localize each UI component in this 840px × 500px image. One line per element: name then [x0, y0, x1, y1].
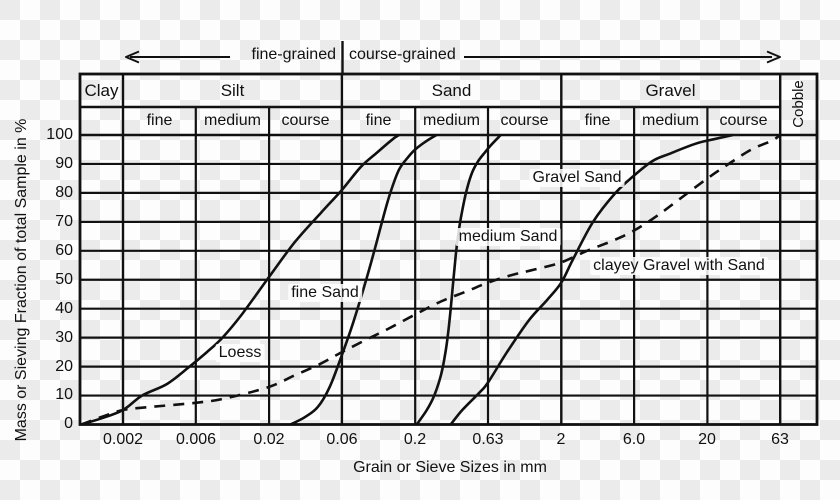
curve-label-loess: Loess: [215, 344, 265, 362]
y-tick-20: 20: [55, 358, 73, 375]
curve-label-medium-sand: medium Sand: [455, 228, 561, 246]
x-tick-6: 6.0: [622, 431, 646, 448]
y-tick-10: 10: [55, 386, 73, 403]
x-tick-063: 0.63: [472, 431, 504, 448]
y-tick-80: 80: [55, 184, 73, 201]
header-cell-sand: Sand: [431, 80, 472, 100]
x-tick-0006: 0.006: [175, 431, 217, 448]
curve-label-gravel-sand: Gravel Sand: [529, 169, 625, 187]
header-cell-silt: Silt: [220, 80, 245, 100]
y-tick-50: 50: [55, 271, 73, 288]
y-tick-70: 70: [55, 213, 73, 230]
header-cell-cobble: Cobble: [789, 80, 807, 128]
header-cell-clay: Clay: [84, 80, 119, 100]
header-cell-silt-medium: medium: [204, 112, 261, 129]
y-tick-0: 0: [64, 415, 73, 432]
y-tick-100: 100: [46, 126, 73, 143]
header-cell-gravel-medium: medium: [642, 112, 699, 129]
x-tick-02: 0.2: [403, 431, 427, 448]
header-cell-sand-course: course: [500, 112, 549, 129]
x-tick-2: 2: [556, 431, 566, 448]
fine-grained-label: fine-grained: [251, 46, 337, 63]
x-tick-002: 0.02: [253, 431, 285, 448]
curve-label-clayey-gravel: clayey Gravel with Sand: [590, 257, 768, 275]
header-cell-sand-fine: fine: [365, 112, 392, 129]
header-cell-gravel-course: course: [719, 112, 768, 129]
y-tick-40: 40: [55, 300, 73, 317]
x-tick-0002: 0.002: [102, 431, 144, 448]
header-cell-gravel-fine: fine: [584, 112, 611, 129]
header-cell-silt-fine: fine: [146, 112, 173, 129]
curve-label-fine-sand: fine Sand: [288, 284, 362, 302]
x-axis-title: Grain or Sieve Sizes in mm: [353, 459, 547, 476]
y-tick-60: 60: [55, 242, 73, 259]
header-cell-silt-course: course: [281, 112, 330, 129]
y-tick-90: 90: [55, 155, 73, 172]
header-cell-sand-medium: medium: [423, 112, 480, 129]
y-axis-title: Mass or Sieving Fraction of total Sample…: [13, 118, 30, 442]
x-tick-20: 20: [698, 431, 716, 448]
course-grained-label: course-grained: [349, 46, 456, 63]
y-tick-30: 30: [55, 329, 73, 346]
header-cell-gravel: Gravel: [645, 80, 696, 100]
x-tick-006: 0.06: [326, 431, 358, 448]
x-tick-63: 63: [771, 431, 789, 448]
